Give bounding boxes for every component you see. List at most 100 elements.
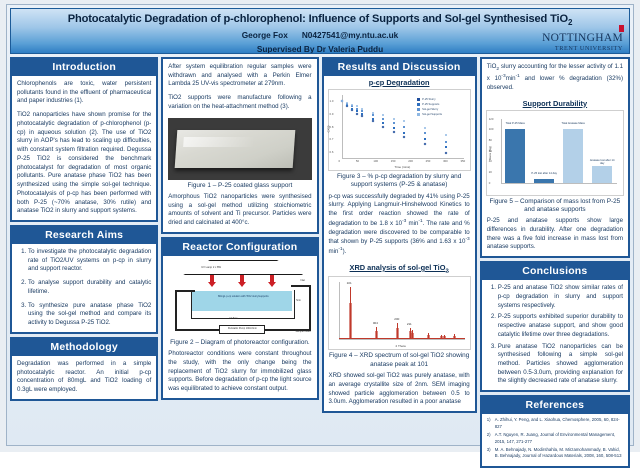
column-4: TiO2 slurry accounting for the lesser ac… bbox=[479, 57, 630, 468]
results-body-1: p-cp was successfully degraded by 41% us… bbox=[324, 193, 475, 261]
chart-data-point bbox=[350, 105, 353, 108]
author-email[interactable]: N0427541@my.ntu.ac.uk bbox=[301, 30, 399, 41]
xrd-peak bbox=[376, 330, 378, 340]
uv-arrow-icon bbox=[237, 281, 246, 287]
chart-data-point bbox=[444, 151, 448, 155]
inlet-label: Inlet bbox=[300, 278, 306, 282]
list-item: 3) M. A. Behnajady, N. Modirshahla, M. Mi… bbox=[487, 447, 623, 460]
figure4-xrd-chart: 101 004 200 211 2 Theta bbox=[327, 276, 471, 351]
chart-data-point bbox=[381, 125, 385, 128]
xrd-peak bbox=[444, 334, 446, 340]
recirculation-pipe-left bbox=[175, 289, 196, 292]
xrd-peak bbox=[375, 326, 377, 340]
uv-arrow-icon bbox=[207, 281, 216, 287]
chart-data-point bbox=[403, 125, 406, 128]
methodology-paragraph-1: Degradation was performed in a simple ph… bbox=[17, 359, 152, 394]
chart-data-point bbox=[424, 131, 427, 134]
sol-gel-body: Amorphous TiO2 nanoparticles were synthe… bbox=[163, 193, 316, 232]
column-2: After system equilibration regular sampl… bbox=[161, 57, 319, 446]
logo-mark-icon bbox=[619, 24, 624, 32]
chart-data-point bbox=[423, 142, 427, 146]
chart-x-tick-label: 350 bbox=[460, 159, 466, 163]
logo-line-2: TRENT UNIVERSITY bbox=[554, 44, 623, 52]
list-item: To investigate the photocatalytic degrad… bbox=[28, 248, 151, 274]
section-references: References 1) A. Zhihui, Y. Peng, and L. … bbox=[479, 395, 630, 468]
chart-x-axis bbox=[500, 182, 617, 184]
recirculation-pipe-left-down bbox=[175, 289, 178, 331]
figure3-scatter-chart: 0 50 100 150 200 250 300 350 0.6 0.7 0.8 0.9 1.0 Time… bbox=[325, 89, 471, 171]
xrd-peak bbox=[454, 334, 456, 340]
results-body-2: XRD showed sol-gel TiO2 was purely anata… bbox=[324, 372, 475, 411]
chart-data-point bbox=[445, 140, 448, 143]
figure3-caption: Figure 3 – % p-cp degradation by slurry … bbox=[336, 173, 462, 189]
chart-x-tick-label: 200 bbox=[408, 159, 413, 163]
list-item: P-25 and anatase TiO2 show similar rates… bbox=[498, 284, 623, 310]
conclusions-list: P-25 and anatase TiO2 show similar rates… bbox=[487, 284, 623, 386]
section-methods-continued: After system equilibration regular sampl… bbox=[161, 57, 319, 234]
chart-bar bbox=[563, 129, 584, 183]
section-conclusions: Conclusions P-25 and anatase TiO2 show s… bbox=[479, 261, 630, 393]
xrd-peak bbox=[427, 334, 429, 340]
results-paragraph-4: P-25 and anatase supports show large dif… bbox=[486, 217, 623, 251]
chart-data-point bbox=[403, 131, 406, 134]
chart-x-tick-label: 0 bbox=[338, 159, 341, 163]
uv-lamp-label: UV Lamp 2 x 8W bbox=[201, 265, 221, 269]
uv-arrow-icon bbox=[210, 274, 215, 282]
chart-data-point bbox=[392, 130, 396, 133]
reactor-liquid-shape bbox=[192, 290, 293, 311]
recirculation-pipe-right-up bbox=[309, 284, 312, 331]
peristaltic-pump-box: Peristaltic Pump 100ml/min bbox=[219, 324, 266, 334]
poster-canvas: Photocatalytic Degradation of p-chloroph… bbox=[6, 4, 634, 468]
results-paragraph-3: TiO2 slurry accounting for the lesser ac… bbox=[486, 63, 624, 91]
xrd-peak bbox=[439, 336, 441, 340]
chart-data-point bbox=[356, 105, 359, 108]
reactor-liquid-label: 80mgL p-cp solution with TiO2 slurry/sup… bbox=[217, 294, 269, 298]
column-1: Introduction Chlorophenols are toxic, wa… bbox=[10, 57, 159, 446]
xrd-peak bbox=[397, 322, 399, 340]
poster-root: Photocatalytic Degradation of p-chloroph… bbox=[0, 0, 640, 452]
reference-number: 3) bbox=[486, 446, 491, 452]
chart-y-tick-label: 0.9 bbox=[329, 111, 334, 116]
chart-y-tick-label: 0 bbox=[488, 180, 491, 185]
research-aims-heading: Research Aims bbox=[12, 227, 157, 245]
section-introduction: Introduction Chlorophenols are toxic, wa… bbox=[10, 57, 159, 223]
chart-y-axis-title: C/C0 bbox=[325, 125, 330, 132]
chart-data-point bbox=[361, 112, 364, 115]
chart-data-point bbox=[360, 114, 364, 118]
durability-body-bottom: P-25 and anatase supports show large dif… bbox=[482, 217, 628, 256]
chart-data-point bbox=[382, 114, 385, 117]
section-durability: TiO2 slurry accounting for the lesser ac… bbox=[479, 57, 630, 259]
author-line: George Fox N0427541@my.ntu.ac.uk bbox=[11, 30, 629, 40]
chart-y-tick-label: 100 bbox=[488, 127, 494, 132]
chart-y-axis bbox=[341, 95, 343, 158]
chart-data-point bbox=[371, 114, 374, 117]
chart-y-tick-label: 1.0 bbox=[329, 99, 334, 104]
introduction-paragraph-1: Chlorophenols are toxic, water persisten… bbox=[17, 80, 152, 105]
xrd-peak-label: 200 bbox=[394, 316, 400, 321]
chart-xrd-title: XRD analysis of sol-gel TiO2 bbox=[349, 262, 449, 275]
title-subscript: 2 bbox=[567, 18, 573, 28]
logo-line-1: NOTTINGHAM bbox=[542, 31, 623, 44]
xrd-peak bbox=[440, 334, 442, 340]
chart-data-point bbox=[355, 112, 359, 116]
chart-y-tick-label: 0.6 bbox=[329, 149, 334, 154]
uv-arrow-icon bbox=[240, 274, 245, 282]
chart-bar-label: Total P-25 Mass bbox=[505, 122, 525, 126]
xrd-peak bbox=[443, 336, 445, 340]
sample-outlet-label: Sample outlet bbox=[295, 329, 311, 333]
methods-continued-body: After system equilibration regular sampl… bbox=[163, 59, 316, 116]
chart-y-tick-label: 120 bbox=[488, 116, 494, 121]
introduction-paragraph-2: TiO2 nanoparticles have shown promise fo… bbox=[17, 111, 152, 215]
reactor-config-body: Photoreactor conditions were constant th… bbox=[163, 350, 316, 398]
chart-bar bbox=[505, 129, 526, 183]
references-list: 1) A. Zhihui, Y. Peng, and L. Xiaohua, Ch… bbox=[482, 414, 628, 466]
chart-x-tick-label: 150 bbox=[390, 159, 396, 163]
research-aims-body: To investigate the photocatalytic degrad… bbox=[12, 244, 156, 332]
chart-support-durability-title: Support Durability bbox=[522, 98, 588, 108]
chart-y-tick-label: 40 bbox=[488, 159, 492, 164]
chart-data-point bbox=[356, 110, 359, 113]
recirculation-pipe-right-top bbox=[291, 284, 312, 287]
conclusions-heading: Conclusions bbox=[481, 263, 628, 281]
reference-number: 2) bbox=[486, 432, 491, 438]
poster-columns: Introduction Chlorophenols are toxic, wa… bbox=[10, 57, 630, 468]
